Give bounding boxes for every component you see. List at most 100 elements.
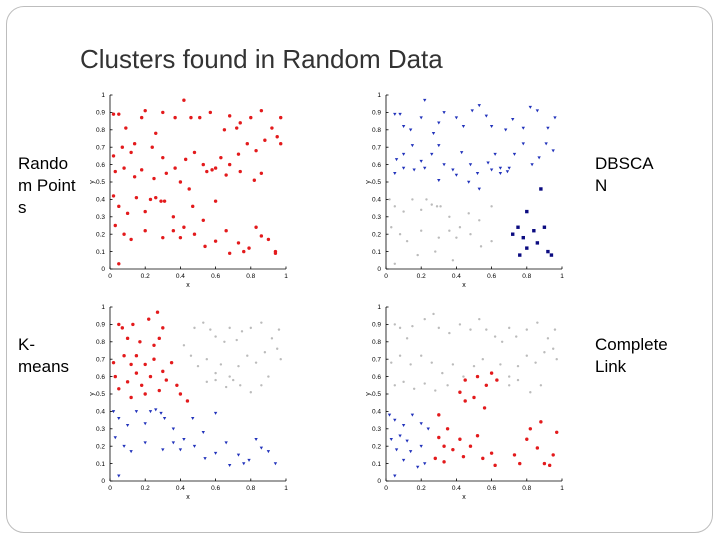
data-point-gray <box>446 384 449 387</box>
data-point-blue <box>551 149 555 153</box>
data-point-gray <box>478 219 481 222</box>
data-point-blue <box>537 156 541 160</box>
data-point-blue <box>484 114 489 118</box>
data-point-red <box>157 336 161 341</box>
data-point-gray <box>462 375 465 378</box>
x-tick-label: 0.8 <box>246 485 255 492</box>
data-point-gray <box>196 364 200 368</box>
data-point-red <box>129 150 133 155</box>
y-tick-label: 0.4 <box>372 197 381 204</box>
data-point-red <box>224 173 228 177</box>
y-tick-label: 0.4 <box>96 197 105 204</box>
data-point-red <box>164 378 169 382</box>
y-tick-label: 0.6 <box>96 162 105 169</box>
data-point-red <box>249 115 253 120</box>
data-point-blue <box>129 450 133 454</box>
y-tick-label: 1 <box>101 92 105 99</box>
data-point-blue <box>408 450 413 454</box>
y-tick-label: 0.1 <box>96 461 105 468</box>
data-point-gray <box>193 326 196 330</box>
data-point-red <box>203 244 207 249</box>
y-tick-label: 0.3 <box>96 214 105 221</box>
y-tick-label: 0.7 <box>96 356 105 363</box>
label-dbscan: DBSCAN <box>595 154 654 195</box>
data-point-blue <box>171 441 176 445</box>
data-point-gray <box>411 198 414 201</box>
data-point-red <box>113 223 117 228</box>
data-point-gray <box>555 358 558 361</box>
plot-random-points: 0 0.1 0.2 0.3 0.4 0.5 0.6 0.7 0.8 0.9 1 0 0.2 0.4 0.6 0… <box>89 92 288 289</box>
x-tick-label: 0.2 <box>141 485 150 492</box>
data-point-gray <box>451 363 455 366</box>
data-point-blue <box>437 121 441 125</box>
data-point-red <box>150 145 154 149</box>
data-point-blue <box>477 104 481 108</box>
x-tick-label: 0.8 <box>522 485 531 492</box>
data-point-gray <box>435 205 439 208</box>
data-point-red <box>113 169 117 174</box>
data-point-blue <box>161 448 165 452</box>
data-point-red <box>157 388 161 393</box>
data-point-red <box>224 229 228 233</box>
data-point-red <box>161 110 165 115</box>
y-tick-label: 0.8 <box>96 127 105 134</box>
data-point-gray <box>402 210 405 213</box>
data-point-gray <box>402 380 405 384</box>
data-point-blue <box>451 168 455 172</box>
data-point-red <box>437 413 441 417</box>
data-point-navy <box>525 209 529 214</box>
data-point-gray <box>393 262 396 265</box>
y-tick-label: 0.4 <box>372 409 381 416</box>
data-point-red <box>259 234 264 238</box>
data-point-red <box>187 187 191 191</box>
data-point-gray <box>393 205 396 208</box>
data-point-red <box>139 383 144 387</box>
data-point-blue <box>117 417 121 421</box>
data-point-gray <box>553 328 557 331</box>
data-point-gray <box>398 233 402 236</box>
data-point-blue <box>393 418 397 422</box>
y-tick-label: 0.7 <box>96 144 105 151</box>
data-point-gray <box>189 354 193 357</box>
x-axis-label: x <box>186 494 190 501</box>
data-point-gray <box>458 323 462 326</box>
data-point-red <box>472 395 476 400</box>
data-point-blue <box>113 436 117 440</box>
x-tick-label: 1 <box>284 273 288 280</box>
y-tick-label: 0.3 <box>372 426 381 433</box>
data-point-blue <box>401 166 406 170</box>
data-point-red <box>111 154 116 158</box>
data-point-gray <box>390 226 393 229</box>
data-point-red <box>539 420 543 424</box>
data-point-red <box>263 138 267 142</box>
data-point-red <box>143 392 147 396</box>
data-point-gray <box>536 321 539 324</box>
data-point-blue <box>266 450 271 454</box>
x-tick-label: 0.2 <box>417 485 426 492</box>
data-point-gray <box>393 384 396 387</box>
data-point-blue <box>134 410 139 414</box>
data-point-red <box>242 249 246 254</box>
data-point-red <box>205 169 209 174</box>
data-point-gray <box>437 236 440 239</box>
data-point-red <box>117 204 121 209</box>
data-point-blue <box>201 430 205 434</box>
data-point-red <box>254 148 258 153</box>
x-tick-label: 0 <box>108 485 112 492</box>
data-point-red <box>210 168 214 172</box>
data-point-blue <box>387 413 392 417</box>
data-point-blue <box>442 111 446 115</box>
data-point-red <box>162 199 167 203</box>
data-point-gray <box>469 233 472 236</box>
data-point-red <box>489 451 494 455</box>
data-point-blue <box>405 439 409 443</box>
data-point-blue <box>423 98 427 102</box>
data-point-blue <box>431 131 436 135</box>
data-point-gray <box>416 253 419 257</box>
data-point-red <box>275 135 279 139</box>
data-point-gray <box>448 229 451 232</box>
y-tick-label: 0.9 <box>372 322 381 329</box>
y-tick-label: 0.8 <box>96 339 105 346</box>
data-point-gray <box>434 389 437 392</box>
data-point-blue <box>247 458 251 462</box>
